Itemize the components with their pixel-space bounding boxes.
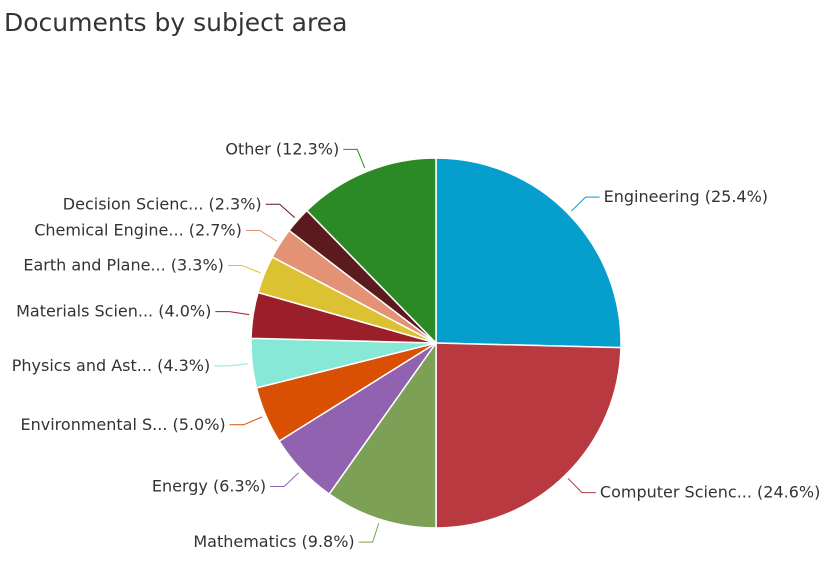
slice-label: Earth and Plane... (3.3%) (23, 255, 224, 274)
leader-line (214, 363, 249, 367)
slice-label: Materials Scien... (4.0%) (16, 302, 211, 321)
slice-label: Environmental S... (5.0%) (21, 415, 226, 434)
leader-line (567, 477, 596, 494)
leader-line (227, 264, 261, 274)
slice-labels: Engineering (25.4%) Computer Scienc... (2… (12, 139, 821, 551)
leader-line (215, 311, 250, 316)
pie-slice[interactable] (328, 340, 437, 529)
chart-title: Documents by subject area (4, 8, 348, 37)
leader-lines (214, 148, 600, 543)
slice-label: Computer Scienc... (24.6%) (600, 483, 820, 502)
leader-line (570, 196, 600, 212)
pie-slice[interactable] (435, 342, 622, 529)
slice-label: Engineering (25.4%) (604, 187, 768, 206)
pie-slice[interactable] (435, 157, 622, 349)
leader-line (343, 148, 366, 169)
slice-label: Physics and Ast... (4.3%) (12, 356, 210, 375)
leader-line (358, 522, 380, 543)
pie-slice[interactable] (305, 157, 437, 345)
slice-label: Energy (6.3%) (152, 477, 266, 496)
pie-slices (250, 157, 622, 529)
slice-label: Mathematics (9.8%) (193, 532, 354, 551)
slice-label: Chemical Engine... (2.7%) (34, 220, 242, 239)
leader-line (265, 203, 295, 218)
slice-label: Decision Scienc... (2.3%) (63, 194, 262, 213)
leader-line (270, 472, 299, 488)
leader-line (245, 229, 278, 242)
slice-label: Other (12.3%) (225, 139, 339, 158)
leader-line (229, 416, 263, 426)
